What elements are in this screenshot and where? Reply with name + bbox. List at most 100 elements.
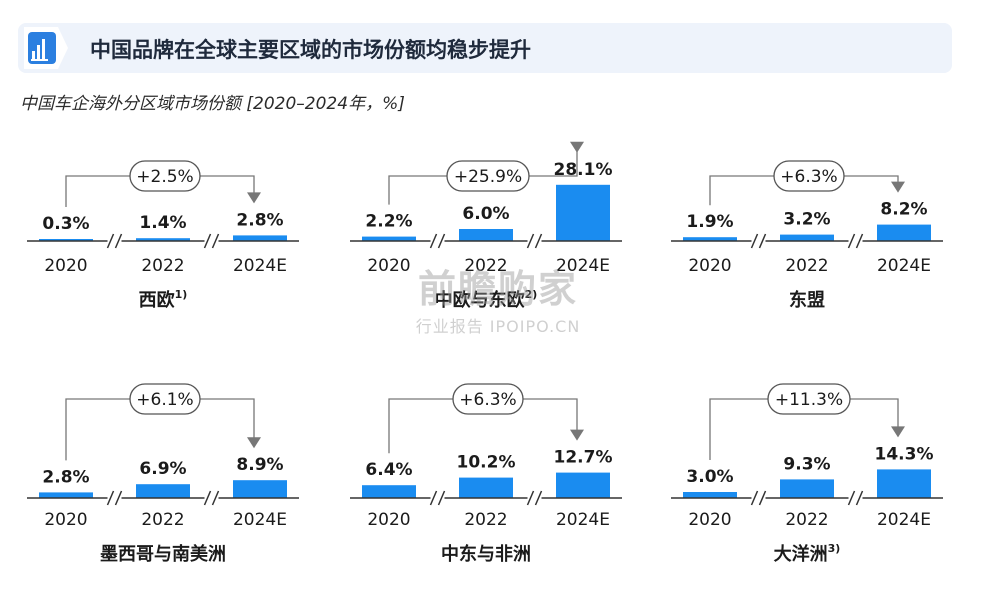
growth-arrow-head — [247, 437, 261, 449]
data-label: 2.2% — [365, 212, 412, 232]
axis-break-mark — [106, 233, 115, 249]
tick-label: 2024E — [556, 510, 610, 530]
tick-label: 2022 — [141, 510, 184, 530]
bar-2024E — [556, 184, 610, 241]
axis-break-mask — [430, 490, 445, 506]
axis-break-mark — [855, 490, 864, 506]
tick-label: 2024E — [877, 510, 931, 530]
data-label: 10.2% — [457, 453, 516, 473]
growth-arrow-head — [570, 429, 584, 441]
axis-break-mask — [430, 233, 445, 249]
axis-break-mark — [758, 490, 767, 506]
axis-break-mark — [534, 490, 543, 506]
growth-arrow-head — [570, 141, 584, 153]
data-label: 12.7% — [554, 448, 613, 468]
axis-break-mark — [437, 233, 446, 249]
axis-break-mask — [751, 490, 766, 506]
bar-2024E — [556, 472, 610, 498]
growth-badge — [773, 160, 845, 192]
axis-break-mark — [758, 233, 767, 249]
tick-label: 2022 — [785, 256, 828, 276]
growth-badge — [452, 383, 524, 415]
bar-2020 — [683, 492, 737, 498]
chart-panel-5: 6.4% 2020 10.2% 2022 12.7% 2024E +6.3% 中东与非洲 — [350, 383, 622, 565]
axis-break-mask — [527, 490, 542, 506]
tick-label: 2020 — [44, 510, 87, 530]
axis-break-mark — [847, 490, 856, 506]
tick-label: 2020 — [367, 510, 410, 530]
data-label: 2.8% — [42, 467, 89, 487]
data-label: 28.1% — [554, 160, 613, 180]
bar-2020 — [39, 239, 93, 241]
axis-break-mark — [847, 233, 856, 249]
chart-panel-4: 2.8% 2020 6.9% 2022 8.9% 2024E +6.1% 墨西哥与南美洲 — [27, 383, 299, 565]
data-label: 8.9% — [236, 455, 283, 475]
footnote-marker: 1) — [175, 288, 188, 301]
tick-label: 2020 — [44, 256, 87, 276]
region-title: 墨西哥与南美洲 — [100, 543, 226, 565]
data-label: 1.9% — [686, 212, 733, 232]
bar-2022 — [780, 234, 834, 241]
axis-break-mask — [751, 233, 766, 249]
tick-label: 2024E — [877, 256, 931, 276]
axis-break-mark — [211, 233, 220, 249]
growth-arrow-head — [891, 181, 905, 193]
tick-label: 2020 — [688, 510, 731, 530]
axis-break-mark — [429, 490, 438, 506]
bar-2022 — [136, 484, 190, 498]
bar-2022 — [136, 238, 190, 241]
data-label: 9.3% — [783, 454, 830, 474]
axis-break-mask — [204, 233, 219, 249]
axis-break-mask — [527, 233, 542, 249]
growth-label: +6.3% — [780, 167, 837, 187]
axis-break-mark — [114, 233, 123, 249]
bar-2024E — [233, 480, 287, 498]
chart-panel-6: 3.0% 2020 9.3% 2022 14.3% 2024E +11.3% 大洋洲3) — [671, 383, 943, 565]
tick-label: 2020 — [688, 256, 731, 276]
growth-badge — [767, 383, 851, 415]
chart-panel-1: 0.3% 2020 1.4% 2022 2.8% 2024E +2.5% 西欧1) — [27, 160, 299, 311]
axis-break-mask — [848, 233, 863, 249]
bar-2022 — [459, 477, 513, 498]
header-banner: 中国品牌在全球主要区域的市场份额均稳步提升 — [18, 23, 952, 73]
axis-break-mark — [203, 490, 212, 506]
bar-2020 — [362, 236, 416, 241]
tick-label: 2022 — [785, 510, 828, 530]
axis-break-mask — [204, 490, 219, 506]
region-title: 中欧与东欧2) — [435, 288, 538, 311]
footnote-marker: 2) — [525, 288, 538, 301]
bar-2024E — [233, 235, 287, 241]
data-label: 6.4% — [365, 460, 412, 480]
growth-label: +25.9% — [454, 167, 522, 187]
region-title: 中东与非洲 — [441, 543, 531, 565]
axis-break-mark — [114, 490, 123, 506]
chart-subtitle: 中国车企海外分区域市场份额 [2020–2024年，%] — [20, 94, 405, 114]
axis-break-mark — [437, 490, 446, 506]
axis-break-mark — [526, 490, 535, 506]
growth-arrow-head — [891, 426, 905, 438]
data-label: 3.2% — [783, 210, 830, 230]
axis-break-mark — [750, 490, 759, 506]
tick-label: 2024E — [233, 256, 287, 276]
data-label: 0.3% — [42, 214, 89, 234]
tick-label: 2024E — [556, 256, 610, 276]
axis-break-mark — [855, 233, 864, 249]
region-title: 西欧1) — [139, 288, 188, 311]
data-label: 1.4% — [139, 213, 186, 233]
bar-2020 — [683, 237, 737, 241]
page-title: 中国品牌在全球主要区域的市场份额均稳步提升 — [90, 38, 531, 62]
tick-label: 2020 — [367, 256, 410, 276]
growth-label: +2.5% — [136, 167, 193, 187]
tick-label: 2022 — [141, 256, 184, 276]
axis-break-mark — [203, 233, 212, 249]
growth-arrow-head — [247, 192, 261, 204]
bar-chart-icon — [24, 27, 68, 69]
region-title: 大洋洲3) — [774, 542, 841, 565]
growth-label: +11.3% — [775, 390, 843, 410]
axis-break-mark — [106, 490, 115, 506]
bar-2024E — [877, 224, 931, 241]
data-label: 6.9% — [139, 459, 186, 479]
data-label: 6.0% — [462, 204, 509, 224]
data-label: 8.2% — [880, 200, 927, 220]
bar-2024E — [877, 469, 931, 498]
